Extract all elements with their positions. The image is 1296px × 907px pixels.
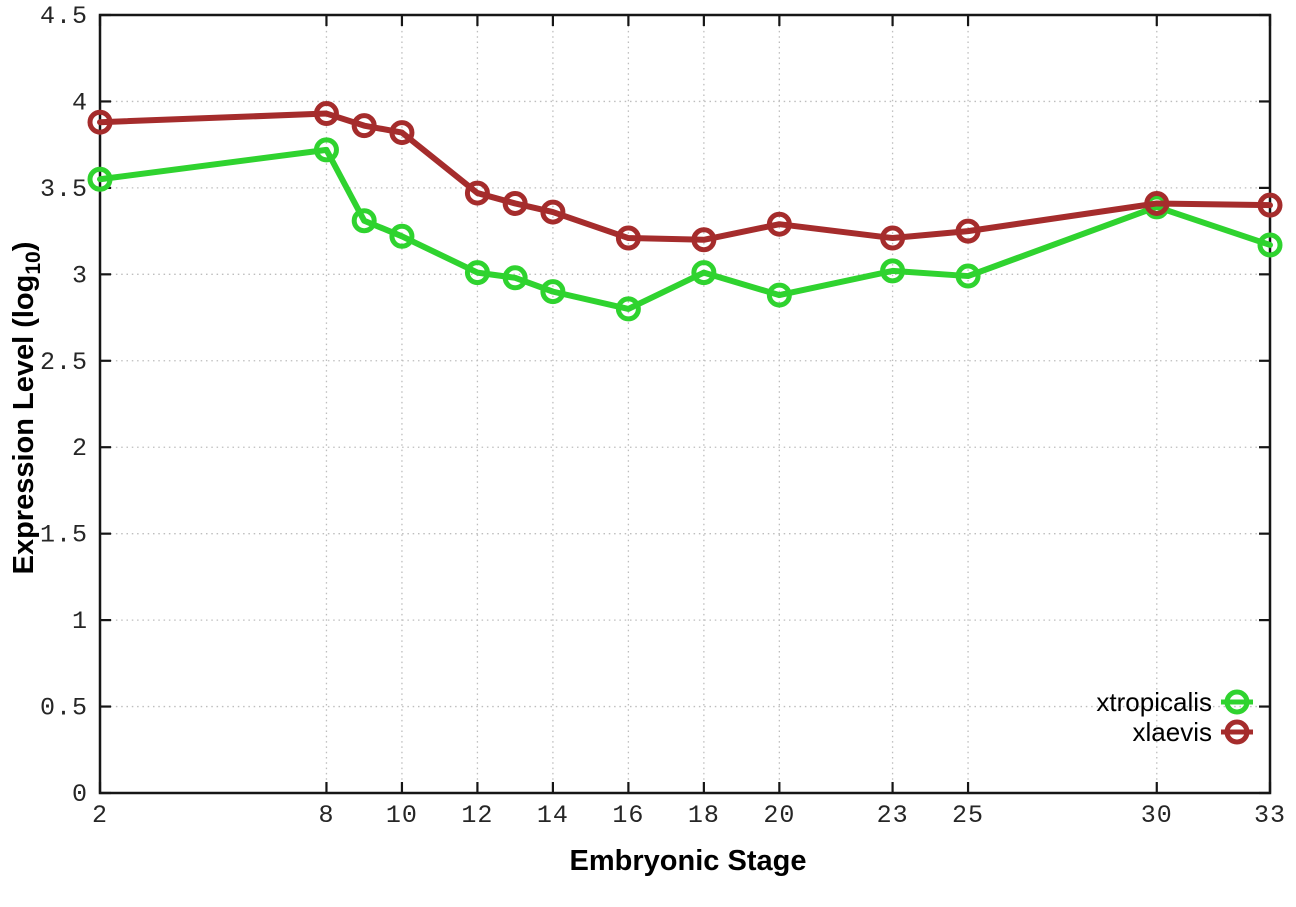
- y-tick-label: 2: [72, 434, 88, 463]
- x-tick-label: 23: [877, 801, 909, 830]
- x-tick-label: 10: [386, 801, 418, 830]
- x-tick-label: 25: [952, 801, 984, 830]
- data-point-xlaevis: [389, 120, 415, 146]
- series-line-xtropicalis: [97, 146, 1273, 312]
- data-point-xtropicalis: [615, 296, 641, 322]
- y-tick-label: 1.5: [40, 521, 88, 550]
- x-tick-label: 33: [1254, 801, 1286, 830]
- x-tick-label: 12: [461, 801, 493, 830]
- data-point-xtropicalis: [766, 282, 792, 308]
- x-axis-title: Embryonic Stage: [569, 845, 807, 877]
- data-point-xlaevis: [1144, 190, 1170, 216]
- data-point-xtropicalis: [880, 258, 906, 284]
- data-point-xlaevis: [87, 109, 113, 135]
- data-point-xtropicalis: [389, 223, 415, 249]
- y-axis-title-text: Expression Level (log: [8, 274, 40, 575]
- data-point-xlaevis: [540, 199, 566, 225]
- y-tick-label: 0.5: [40, 694, 88, 723]
- data-point-xlaevis: [351, 113, 377, 139]
- legend-sample-marker-xtropicalis: [1224, 689, 1250, 715]
- y-tick-label: 0: [72, 780, 88, 809]
- y-axis-title-subscript: 10: [22, 251, 45, 275]
- data-point-xtropicalis: [313, 137, 339, 163]
- data-point-xlaevis: [313, 101, 339, 127]
- data-point-xlaevis: [691, 227, 717, 253]
- x-tick-label: 18: [688, 801, 720, 830]
- data-point-xtropicalis: [540, 279, 566, 305]
- y-tick-label: 2.5: [40, 348, 88, 377]
- plot-border: [98, 13, 1272, 795]
- data-point-xlaevis: [464, 180, 490, 206]
- data-point-xtropicalis: [1257, 232, 1283, 258]
- data-point-xtropicalis: [691, 260, 717, 286]
- data-point-xlaevis: [1257, 192, 1283, 218]
- data-point-xtropicalis: [464, 260, 490, 286]
- y-axis-title: Expression Level (log10): [8, 242, 46, 575]
- data-point-xlaevis: [880, 225, 906, 251]
- x-tick-label: 30: [1141, 801, 1173, 830]
- data-point-xlaevis: [766, 211, 792, 237]
- x-tick-label: 16: [612, 801, 644, 830]
- data-point-xtropicalis: [955, 263, 981, 289]
- y-tick-label: 4: [72, 88, 88, 117]
- data-point-xtropicalis: [87, 166, 113, 192]
- series-line-xlaevis: [97, 110, 1273, 243]
- x-tick-label: 8: [318, 801, 334, 830]
- x-tick-label: 14: [537, 801, 569, 830]
- y-tick-label: 3: [72, 261, 88, 290]
- y-axis-title-close: ): [8, 241, 40, 252]
- y-tick-label: 3.5: [40, 175, 88, 204]
- legend-label-xlaevis: xlaevis: [1133, 717, 1212, 747]
- legend-label-xtropicalis: xtropicalis: [1096, 687, 1212, 717]
- y-tick-label: 4.5: [40, 2, 88, 31]
- data-point-xtropicalis: [502, 265, 528, 291]
- data-point-xlaevis: [615, 225, 641, 251]
- data-point-xlaevis: [955, 218, 981, 244]
- x-tick-label: 20: [763, 801, 795, 830]
- data-point-xlaevis: [502, 190, 528, 216]
- legend-sample-marker-xlaevis: [1224, 719, 1250, 745]
- data-point-xtropicalis: [351, 208, 377, 234]
- x-tick-label: 2: [92, 801, 108, 830]
- y-tick-label: 1: [72, 607, 88, 636]
